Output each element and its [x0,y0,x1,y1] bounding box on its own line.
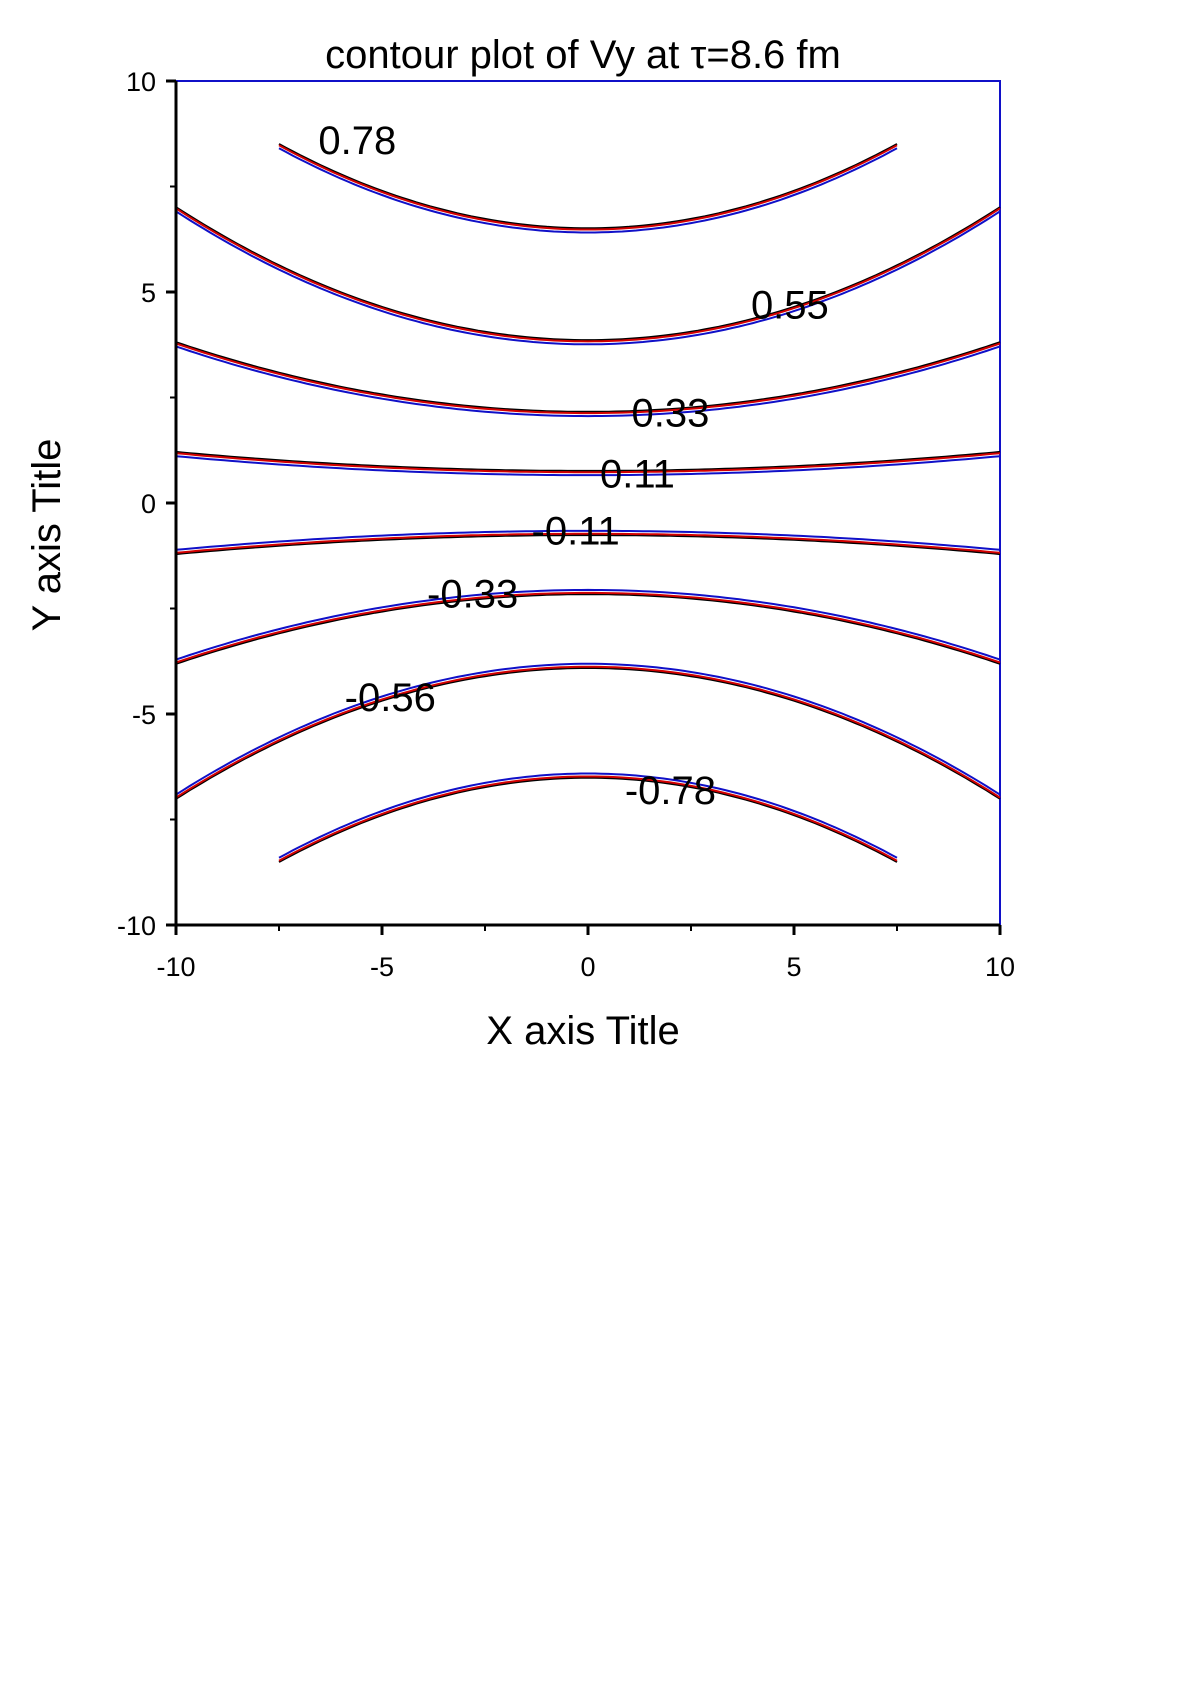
contour-label-0.33: 0.33 [631,391,709,435]
contour-line--0.33-blue [175,588,1001,661]
contour-line-0.78-black [278,143,898,230]
contour-line-0.78-blue [278,147,898,234]
plot-border [175,80,1001,926]
contour-line-0.11-blue [175,455,1001,477]
contour-line--0.33-red [175,591,1001,664]
contour-line--0.11-black [175,534,1001,556]
y-axis-title: Y axis Title [25,439,69,632]
contour-label-0.11: 0.11 [600,452,675,496]
contour-lines [175,143,1001,863]
contour-label--0.11: -0.11 [532,509,620,553]
contour-line-0.78-red [278,144,898,231]
contour-line-0.33-blue [175,345,1001,418]
contour-label--0.33: -0.33 [427,573,518,617]
contour-line--0.78-red [278,775,898,862]
contour-line--0.56-blue [175,662,1001,796]
contour-0.55 [175,206,1001,346]
contour-0.78 [278,143,898,234]
x-tick-label: -10 [156,952,195,982]
contour-line--0.33-black [175,593,1001,665]
x-tick-label: 10 [985,952,1015,982]
contour-label--0.78: -0.78 [625,769,716,813]
contour-line-0.33-black [175,341,1001,413]
y-tick-label: -10 [117,911,156,941]
contour-line--0.11-red [175,532,1001,554]
x-tick-label: -5 [370,952,394,982]
contour-line--0.56-red [175,665,1001,799]
x-tick-label: 0 [580,952,595,982]
x-axis-title: X axis Title [486,1009,679,1053]
contour-line--0.78-black [278,776,898,863]
contour-line-0.33-red [175,342,1001,415]
chart-title: contour plot of Vy at τ=8.6 fm [325,33,841,77]
contour-line-0.55-blue [175,210,1001,346]
contour-label-0.78: 0.78 [318,119,396,163]
contour-0.33 [175,341,1001,418]
contour--0.11 [175,529,1001,556]
contour-labels: 0.78 0.55 0.33 0.11 -0.11 -0.33 -0.56 -0.78 [318,119,828,813]
contour--0.33 [175,588,1001,665]
contour--0.78 [278,772,898,863]
contour-line-0.11-red [175,452,1001,474]
contour-label-0.55: 0.55 [751,284,829,328]
contour-0.11 [175,450,1001,477]
contour--0.56 [175,662,1001,800]
contour-line-0.55-black [175,206,1001,342]
contour-line--0.56-black [175,667,1001,800]
y-tick-label: 10 [126,67,156,97]
plot-frame [175,80,1001,926]
contour-line--0.78-blue [278,772,898,859]
contour-label--0.56: -0.56 [345,676,436,720]
x-tick-label: 5 [786,952,801,982]
y-tick-label: 5 [141,278,156,308]
y-tick-label: -5 [132,700,156,730]
contour-line--0.11-blue [175,529,1001,551]
contour-line-0.11-black [175,450,1001,472]
axes: -10 -5 0 5 10 -10 -5 0 5 10 [117,67,1015,982]
contour-line-0.55-red [175,207,1001,343]
y-tick-label: 0 [141,489,156,519]
